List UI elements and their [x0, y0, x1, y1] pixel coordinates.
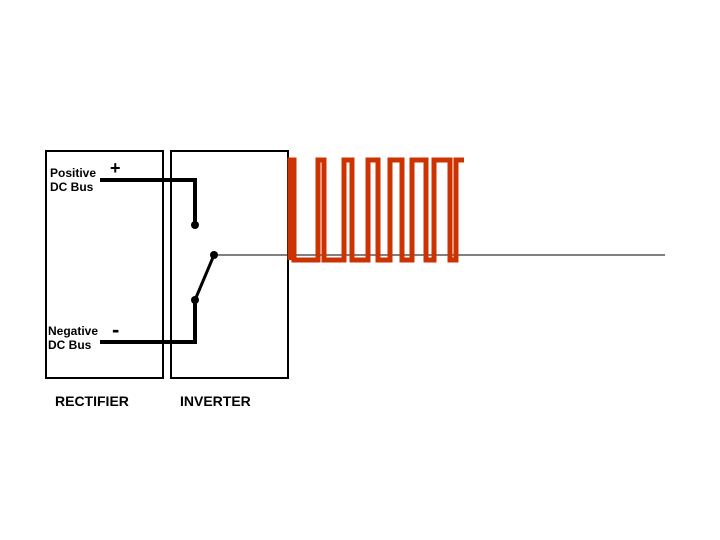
negative-bus-label: Negative DC Bus [48, 325, 98, 353]
inverter-box [170, 150, 289, 379]
rectifier-label: RECTIFIER [55, 393, 129, 409]
positive-bus-label: Positive DC Bus [50, 167, 96, 195]
plus-symbol: + [110, 158, 121, 179]
inverter-label: INVERTER [180, 393, 251, 409]
minus-symbol: - [112, 317, 119, 342]
diagram-canvas: Positive DC Bus + Negative DC Bus - RECT… [0, 0, 720, 540]
